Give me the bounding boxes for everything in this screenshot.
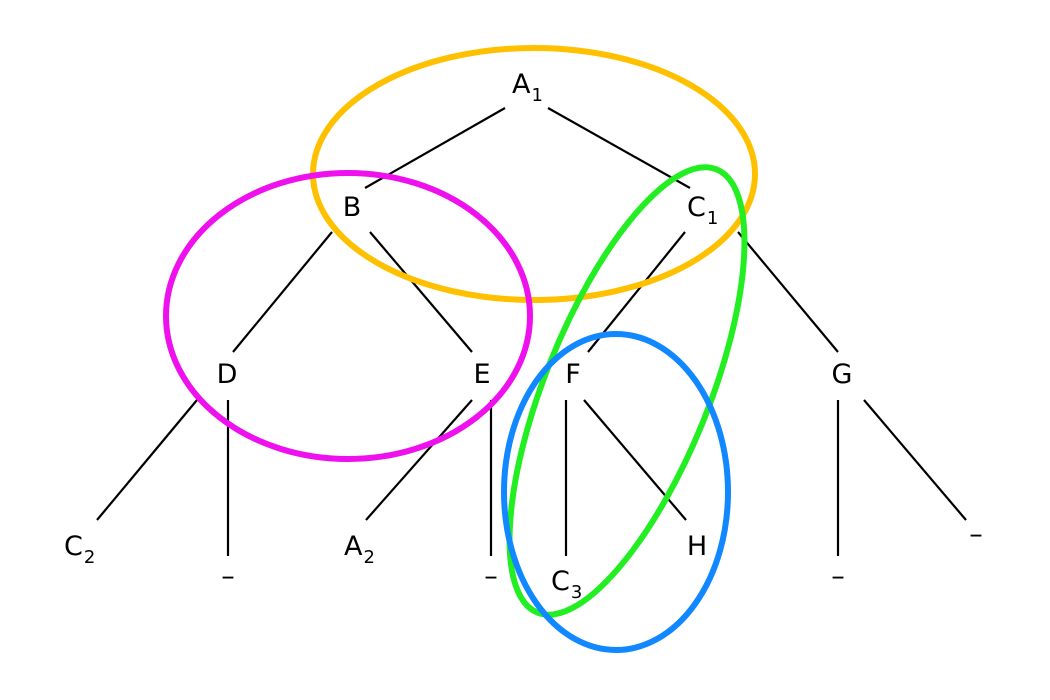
tree-edges [96, 107, 967, 556]
node-f: F [565, 359, 581, 390]
edge-e-a2 [365, 399, 473, 521]
node-d-leaf: – [221, 561, 235, 592]
diagonal-cluster-ring [506, 164, 748, 618]
edge-f-h [583, 399, 687, 521]
node-g-leaf-right: – [969, 519, 983, 550]
node-a1: A1 [512, 69, 543, 106]
node-g-leaf-left: – [831, 561, 845, 592]
node-c3: C3 [551, 566, 582, 603]
node-a2: A2 [344, 531, 375, 568]
edge-c1-g [737, 231, 839, 353]
left-cluster-ring [163, 170, 533, 462]
edge-a1-c1 [547, 107, 691, 189]
node-c1: C1 [687, 192, 718, 229]
node-b: B [343, 192, 362, 223]
node-e: E [473, 359, 490, 390]
node-d: D [217, 359, 238, 390]
bottom-cluster-ring [501, 331, 731, 653]
tree-nodes: A1 B C1 D E F G C2 – A2 – C3 H – – [64, 69, 983, 603]
edge-g-gleafright [863, 399, 967, 521]
edge-b-e [369, 231, 473, 353]
edge-d-c2 [96, 399, 198, 521]
node-e-leaf: – [484, 561, 498, 592]
node-h: H [687, 531, 707, 562]
cluster-rings [163, 45, 758, 653]
node-c2: C2 [64, 531, 95, 568]
node-g: G [832, 359, 853, 390]
edge-b-d [232, 231, 333, 353]
